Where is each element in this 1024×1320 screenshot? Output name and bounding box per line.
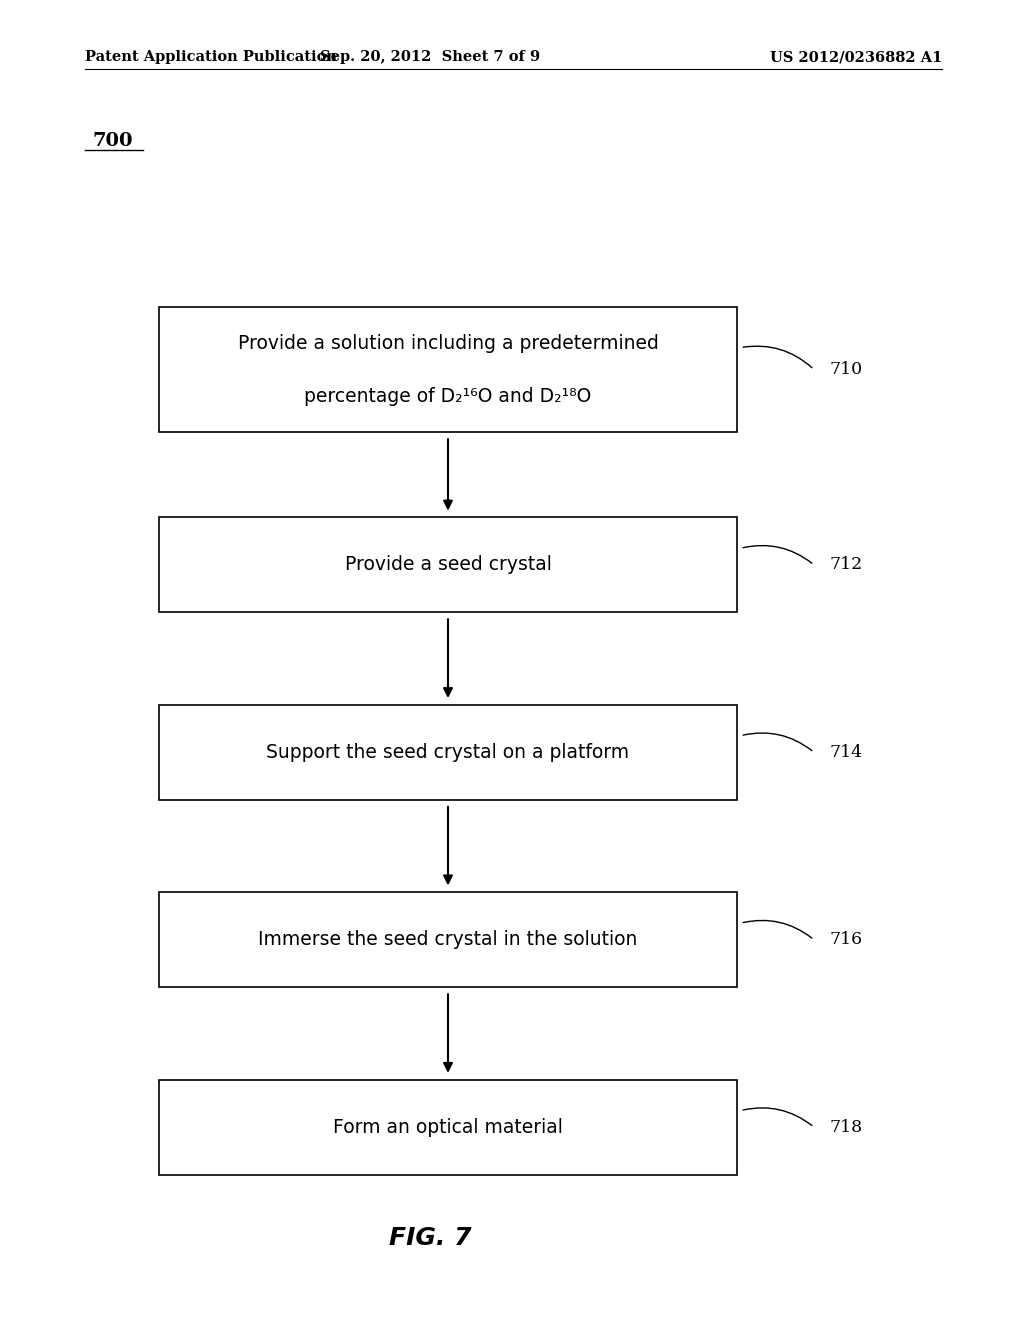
Bar bbox=[159, 1080, 737, 1175]
Text: Sep. 20, 2012  Sheet 7 of 9: Sep. 20, 2012 Sheet 7 of 9 bbox=[321, 50, 540, 65]
Text: 718: 718 bbox=[829, 1119, 862, 1135]
Text: 716: 716 bbox=[829, 932, 862, 948]
Text: percentage of D₂¹⁶O and D₂¹⁸O: percentage of D₂¹⁶O and D₂¹⁸O bbox=[304, 387, 592, 405]
Text: 714: 714 bbox=[829, 744, 862, 760]
Text: Support the seed crystal on a platform: Support the seed crystal on a platform bbox=[266, 743, 630, 762]
Bar bbox=[159, 308, 737, 433]
Text: 710: 710 bbox=[829, 362, 862, 378]
Text: US 2012/0236882 A1: US 2012/0236882 A1 bbox=[770, 50, 942, 65]
Text: Form an optical material: Form an optical material bbox=[333, 1118, 563, 1137]
Text: FIG. 7: FIG. 7 bbox=[389, 1226, 471, 1250]
Bar bbox=[159, 517, 737, 612]
Text: Provide a seed crystal: Provide a seed crystal bbox=[344, 556, 552, 574]
Text: Immerse the seed crystal in the solution: Immerse the seed crystal in the solution bbox=[258, 931, 638, 949]
Text: Patent Application Publication: Patent Application Publication bbox=[85, 50, 337, 65]
Text: Provide a solution including a predetermined: Provide a solution including a predeterm… bbox=[238, 334, 658, 352]
Text: 700: 700 bbox=[92, 132, 133, 150]
Bar bbox=[159, 705, 737, 800]
Text: 712: 712 bbox=[829, 557, 862, 573]
Bar bbox=[159, 892, 737, 987]
